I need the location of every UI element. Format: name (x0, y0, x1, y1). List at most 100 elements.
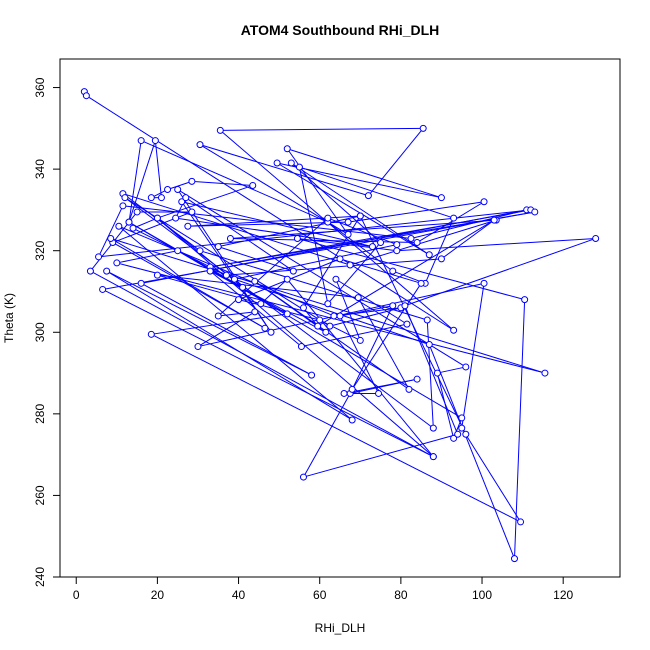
data-point (407, 234, 415, 242)
data-point (289, 267, 297, 275)
data-point (344, 230, 352, 238)
data-point (403, 320, 411, 328)
data-point (216, 126, 224, 134)
series-segment (351, 305, 394, 390)
series-segment (303, 393, 351, 478)
data-point (308, 371, 316, 379)
series-segment (359, 215, 467, 435)
x-tick-label: 0 (73, 588, 80, 602)
series-segment (98, 209, 531, 258)
data-point (429, 453, 437, 461)
data-point (251, 277, 259, 285)
data-point (458, 414, 466, 422)
series-segment (124, 197, 434, 429)
series-segment (298, 166, 329, 304)
data-point (147, 330, 155, 338)
data-point (99, 285, 107, 293)
series-segment (132, 217, 158, 229)
data-point (517, 518, 525, 526)
x-tick-label: 120 (553, 588, 573, 602)
data-point (107, 234, 115, 242)
series-segment (157, 274, 262, 305)
data-point (324, 214, 332, 222)
series-segment (191, 180, 253, 186)
data-point (174, 186, 182, 194)
data-point (377, 239, 385, 247)
x-axis: 0 20 40 60 80 100 120 (73, 576, 574, 602)
series-segment (157, 217, 434, 458)
data-point (375, 389, 383, 397)
data-point (153, 214, 161, 222)
series-segment (348, 201, 485, 223)
data-point (437, 194, 445, 202)
data-point (401, 302, 409, 310)
data-point (287, 159, 295, 167)
series-segment (106, 270, 353, 421)
data-point (133, 208, 141, 216)
series-segment (297, 237, 525, 301)
y-tick-label: 300 (33, 322, 47, 342)
series-segment (276, 162, 430, 256)
data-point (417, 279, 425, 287)
series-segment (128, 140, 156, 223)
y-axis: 240 260 280 300 320 340 360 (33, 77, 61, 587)
data-point (336, 255, 344, 263)
series-segment (197, 311, 256, 347)
data-point (230, 275, 238, 283)
data-point (295, 163, 303, 171)
data-point (235, 296, 243, 304)
series-segment (426, 320, 434, 429)
data-point (283, 275, 291, 283)
data-point (346, 261, 354, 269)
data-point (239, 283, 247, 291)
series-segment (291, 162, 430, 256)
series-segment (157, 274, 359, 299)
data-point (462, 363, 470, 371)
series-segment (167, 180, 193, 190)
data-point (151, 137, 159, 145)
series-segment (301, 323, 408, 348)
series-segment (339, 305, 393, 317)
series-segment (396, 237, 596, 252)
data-point (531, 208, 539, 216)
data-point (137, 279, 145, 287)
data-point (283, 310, 291, 318)
series-segment (327, 217, 397, 246)
data-point (490, 216, 498, 224)
data-point (153, 271, 161, 279)
series-segment (339, 258, 422, 284)
data-point (121, 194, 129, 202)
series-segment (513, 299, 526, 559)
data-point (316, 316, 324, 324)
y-tick-label: 340 (33, 159, 47, 179)
series-segment (416, 201, 485, 243)
series-segment (461, 283, 485, 429)
series-segment (303, 433, 458, 478)
data-point (413, 239, 421, 247)
series-segment (177, 250, 288, 315)
data-point (273, 159, 281, 167)
series-segment (102, 289, 434, 458)
series-segment (441, 219, 495, 260)
y-tick-label: 260 (33, 485, 47, 505)
data-point (425, 341, 433, 349)
series-segment (260, 278, 288, 305)
series-segment (299, 166, 454, 219)
data-point (450, 434, 458, 442)
series-segment (234, 244, 397, 280)
series-segment (317, 219, 495, 327)
data-point (196, 141, 204, 149)
series-segment (154, 140, 162, 198)
series-segment (86, 95, 454, 331)
data-point (174, 247, 182, 255)
data-point (510, 555, 518, 563)
data-point (297, 343, 305, 351)
data-point (458, 424, 466, 432)
series-segment (106, 270, 312, 376)
data-point (95, 253, 103, 261)
data-point (314, 322, 322, 330)
series-segment (461, 427, 522, 523)
x-tick-label: 20 (151, 588, 165, 602)
series-segment (199, 144, 349, 235)
